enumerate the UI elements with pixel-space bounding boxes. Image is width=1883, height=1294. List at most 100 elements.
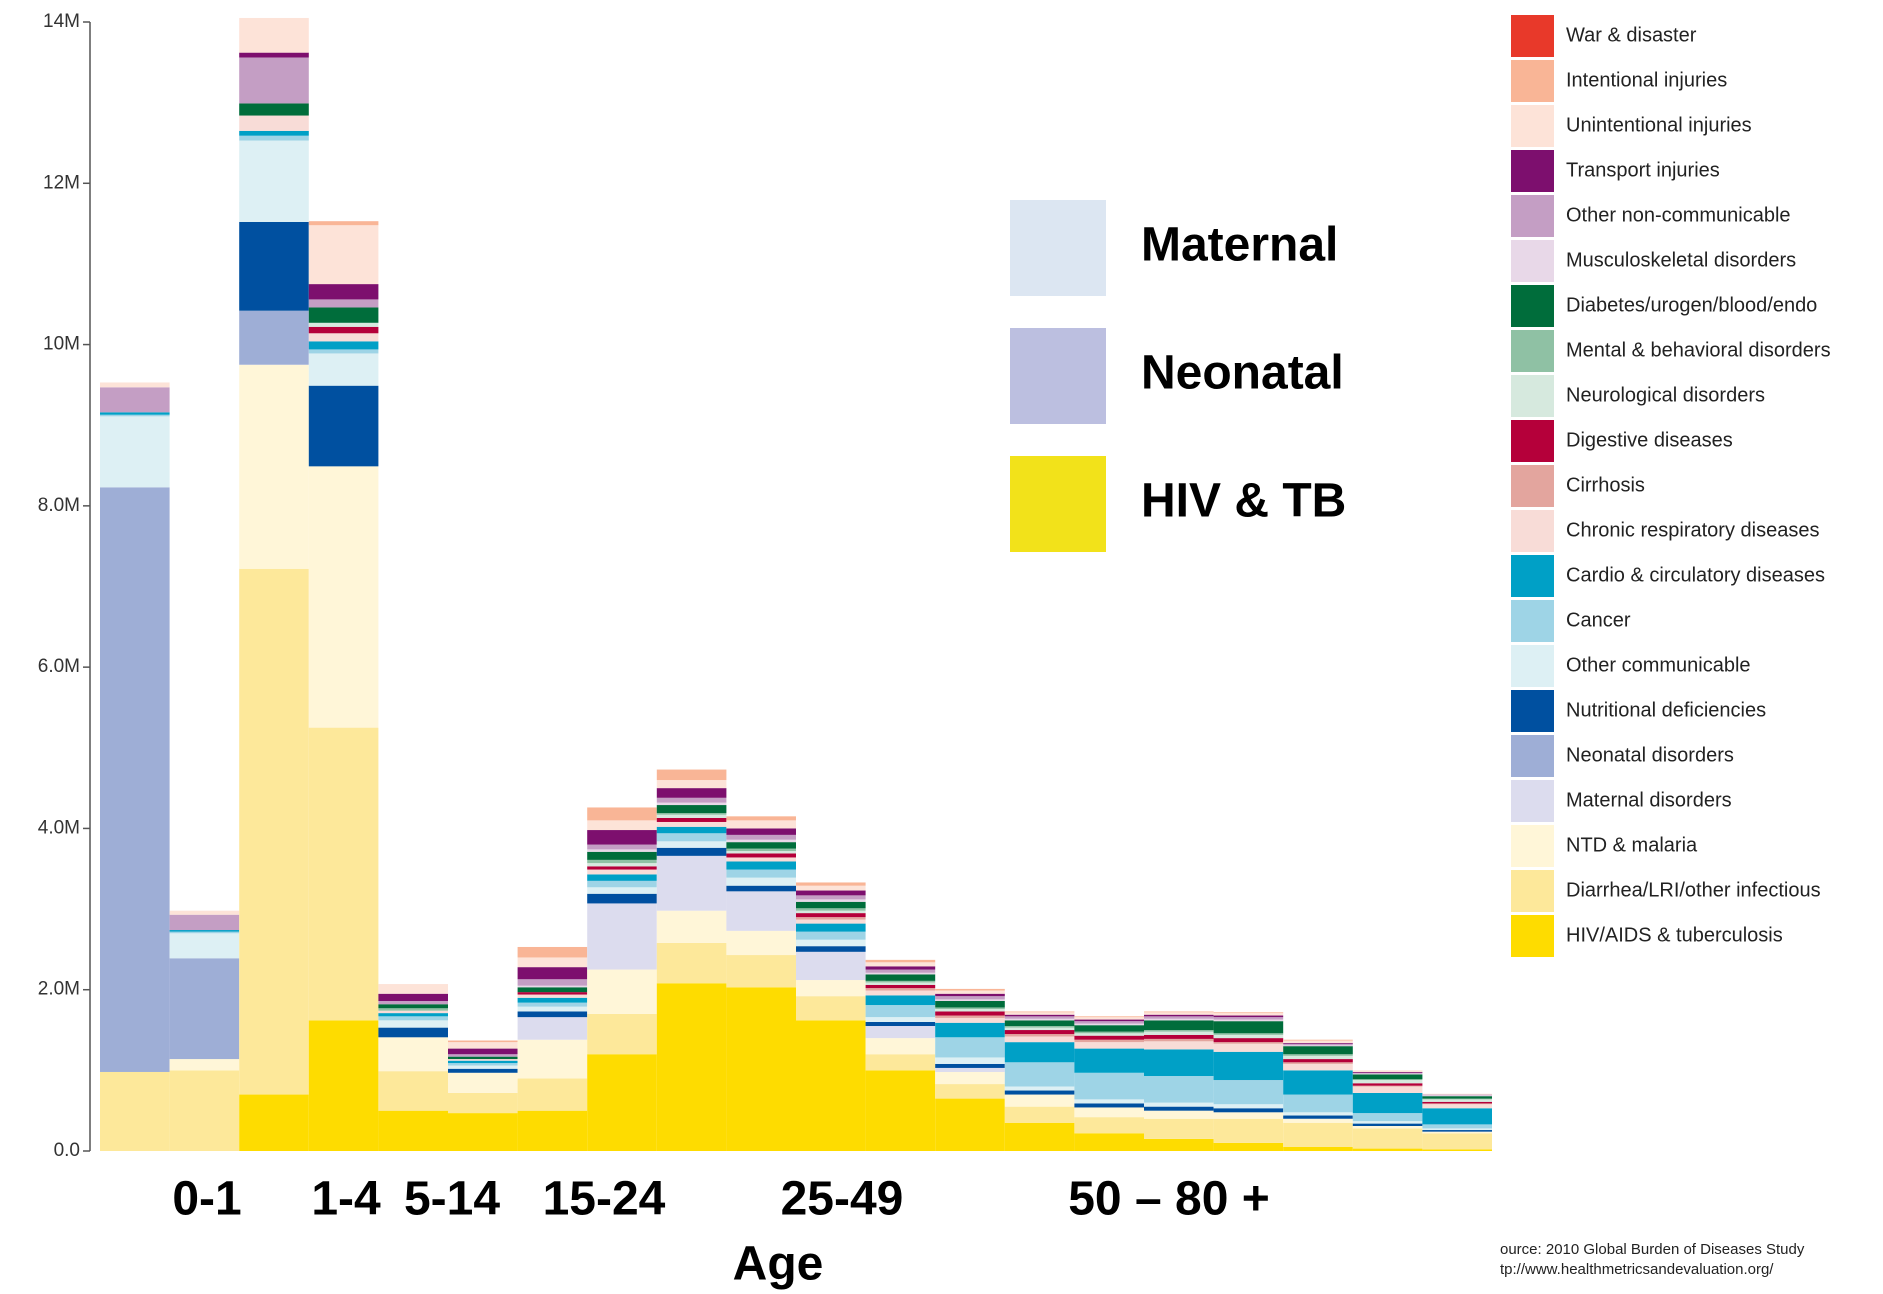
bar-segment: [448, 1042, 518, 1049]
bar-segment: [587, 969, 657, 1014]
bar-segment: [308, 307, 379, 323]
bar-segment: [865, 1070, 936, 1151]
highlight-label: Neonatal: [1141, 347, 1344, 400]
bar-segment: [656, 833, 727, 842]
y-tick-label: 6.0M: [38, 656, 80, 677]
legend-swatch: [1511, 690, 1554, 732]
bar-segment: [726, 857, 796, 862]
bar-segment: [1144, 1030, 1214, 1032]
legend-swatch: [1511, 735, 1554, 777]
bar-segment: [935, 1071, 1005, 1085]
bar-segment: [865, 980, 936, 983]
bar-segment: [796, 923, 866, 932]
bar-segment: [239, 17, 309, 53]
bar-segment: [865, 988, 936, 991]
bar-segment: [587, 1054, 657, 1151]
bar-segment: [448, 1059, 518, 1061]
bar-segment: [1074, 1017, 1144, 1020]
bar-segment: [1283, 1094, 1353, 1113]
bar-segment: [865, 966, 936, 970]
bar-segment: [1422, 1108, 1492, 1125]
bar-segment: [1352, 1071, 1423, 1073]
legend-label: HIV/AIDS & tuberculosis: [1566, 924, 1783, 946]
bar-segment: [865, 1038, 936, 1055]
bar-segment: [935, 1098, 1005, 1151]
bar-segment: [726, 930, 796, 956]
bar-segment: [935, 1009, 1005, 1012]
bar-segment: [169, 1070, 240, 1151]
legend-label: Transport injuries: [1566, 159, 1720, 181]
bar-segment: [935, 1011, 1005, 1016]
bar-segment: [1283, 1046, 1353, 1055]
bar-segment: [656, 797, 727, 803]
bar-segment: [517, 957, 588, 968]
bar-segment: [308, 727, 379, 1021]
legend-swatch: [1511, 870, 1554, 912]
y-tick-label: 12M: [43, 172, 80, 193]
legend-label: Other non-communicable: [1566, 204, 1791, 226]
bar-segment: [378, 1027, 448, 1038]
bar-segment: [517, 1011, 588, 1018]
bar-segment: [100, 382, 170, 388]
bar-segment: [239, 568, 309, 1095]
bar-segment: [935, 1007, 1005, 1010]
bar-segment: [796, 895, 866, 900]
bar-segment: [1283, 1059, 1353, 1063]
bar-segment: [656, 910, 727, 943]
bar-segment: [1144, 1011, 1214, 1013]
bar-segment: [378, 1016, 448, 1021]
bar-segment: [587, 1013, 657, 1055]
legend-label: Intentional injuries: [1566, 69, 1727, 91]
bar-segment: [796, 908, 866, 911]
bar-segment: [935, 1063, 1005, 1068]
bar-segment: [1144, 1014, 1214, 1017]
bar-segment: [1144, 1020, 1214, 1031]
bar-segment: [1144, 1102, 1214, 1107]
bar-segment: [239, 221, 309, 311]
bar-segment: [1004, 1020, 1075, 1027]
bar-segment: [935, 1001, 1005, 1008]
bar-segment: [308, 341, 379, 350]
bar-segment: [1144, 1041, 1214, 1050]
bar-segment: [656, 847, 727, 856]
bar-segment: [796, 951, 866, 981]
bar-segment: [239, 135, 309, 141]
bar-segment: [100, 387, 170, 413]
bar-segment: [308, 349, 379, 354]
bar-segment: [587, 859, 657, 864]
legend-swatch: [1511, 825, 1554, 867]
legend-swatch: [1511, 150, 1554, 192]
bar-segment: [239, 130, 309, 136]
bar-segment: [865, 995, 936, 1006]
bar-segment: [1422, 1133, 1492, 1150]
bar-segment: [308, 326, 379, 334]
legend-swatch: [1511, 105, 1554, 147]
bar-segment: [1004, 1012, 1075, 1015]
bar-segment: [656, 780, 727, 789]
legend-label: Chronic respiratory diseases: [1566, 519, 1819, 541]
legend-swatch: [1511, 15, 1554, 57]
y-tick-label: 8.0M: [38, 495, 80, 516]
bar-segment: [1213, 1051, 1284, 1081]
bar-segment: [517, 946, 588, 958]
bar-segment: [239, 140, 309, 222]
bar-segment: [656, 769, 727, 781]
bar-segment: [1213, 1112, 1284, 1119]
bar-segment: [100, 412, 170, 415]
bar-segment: [726, 848, 796, 852]
bar-segment: [1074, 1031, 1144, 1034]
bar-segment: [1004, 1042, 1075, 1063]
bar-segment: [1144, 1118, 1214, 1139]
bar-segment: [1213, 1019, 1284, 1022]
bar-segment: [1074, 1103, 1144, 1108]
bar-segment: [1144, 1038, 1214, 1042]
y-tick-label: 0.0: [54, 1140, 80, 1161]
bar-segment: [1004, 1027, 1075, 1031]
bar-segment: [517, 1110, 588, 1151]
bar-segment: [587, 844, 657, 850]
bar-segment: [796, 890, 866, 896]
bar-segment: [726, 869, 796, 878]
bar-segment: [378, 1001, 448, 1005]
bar-segment: [517, 1078, 588, 1111]
